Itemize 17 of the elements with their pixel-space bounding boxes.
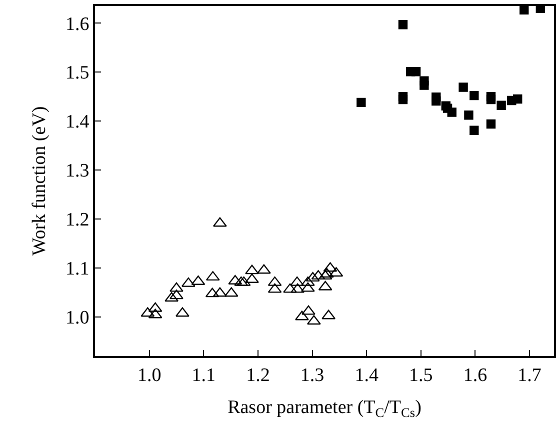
- y-tick-label: 1.3: [65, 160, 90, 182]
- x-tick-label: 1.2: [246, 364, 270, 386]
- y-axis-title: Work function (eV): [28, 106, 50, 256]
- x-tick-label: 1.7: [518, 364, 542, 386]
- y-tick-label: 1.6: [65, 14, 90, 35]
- y-tick-label: 1.2: [65, 210, 90, 231]
- y-tick-label: 1.0: [65, 307, 90, 328]
- x-tick-label: 1.1: [192, 364, 216, 386]
- x-tick-label: 1.3: [300, 364, 324, 386]
- x-tick-label: 1.6: [463, 364, 488, 386]
- y-tick-label: 1.1: [65, 258, 90, 280]
- y-tick-label: 1.5: [65, 62, 90, 84]
- x-tick-label: 1.4: [354, 364, 379, 386]
- y-tick-label: 1.4: [65, 112, 90, 133]
- x-tick-label: 1.0: [137, 364, 162, 386]
- x-tick-label: 1.5: [409, 364, 433, 386]
- x-axis-title: Rasor parameter (T$_{C}$/T$_{Cs}$): [228, 397, 422, 420]
